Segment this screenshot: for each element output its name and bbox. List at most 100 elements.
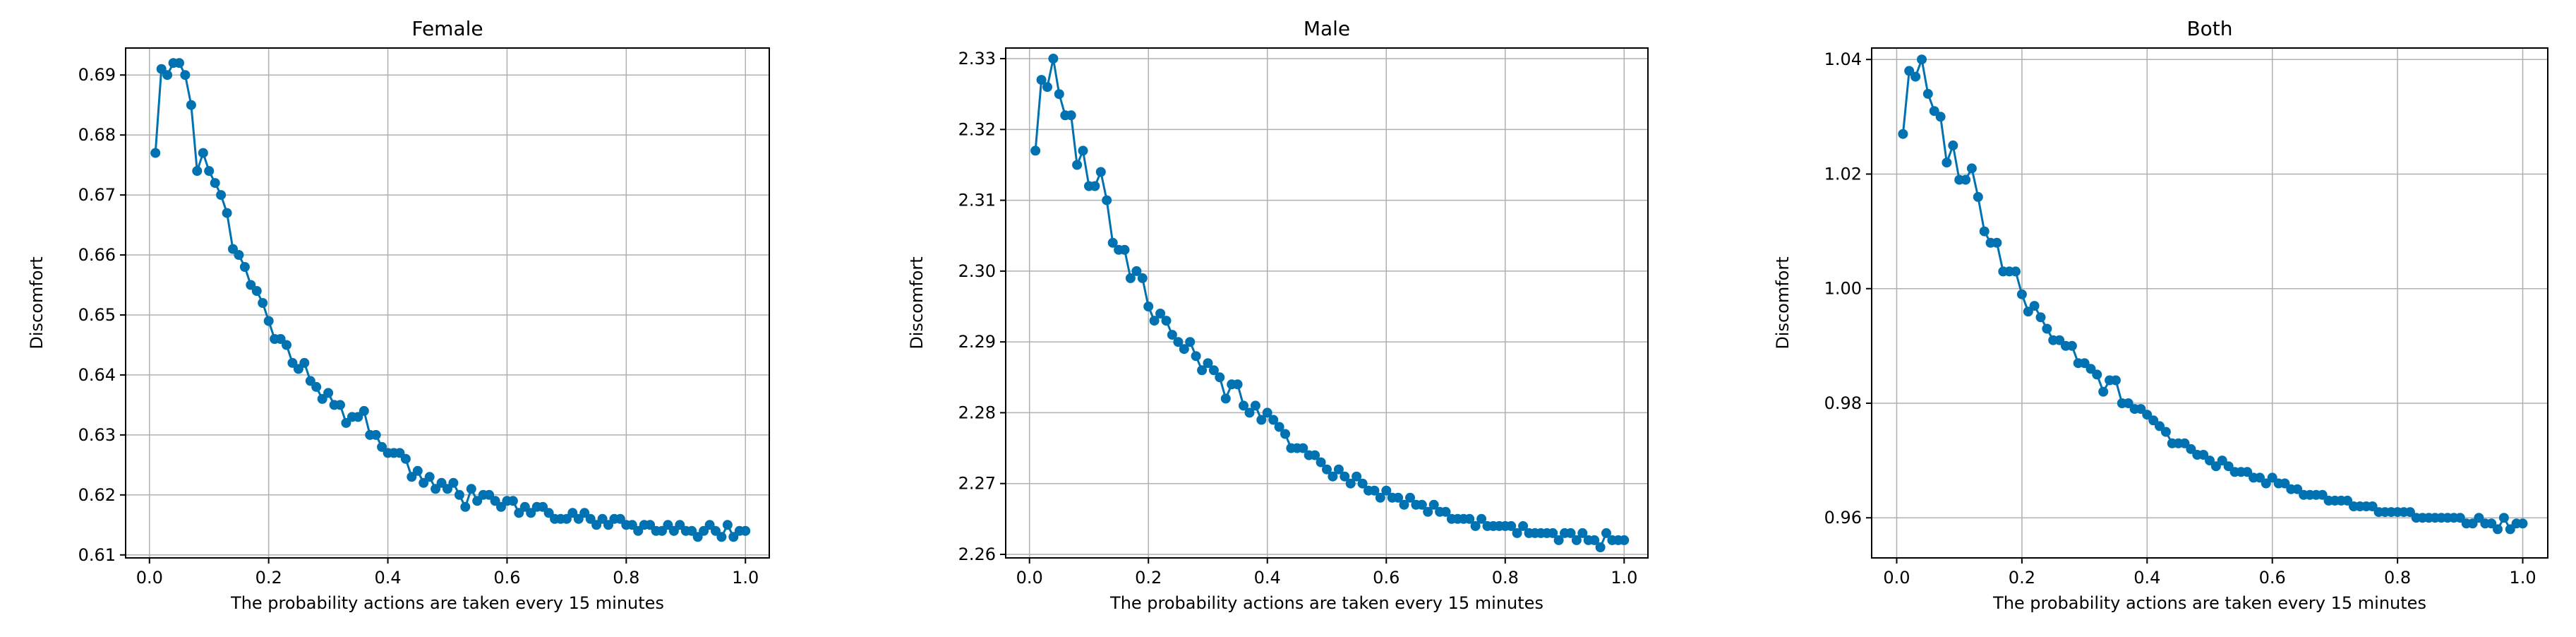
data-point bbox=[2205, 456, 2215, 466]
data-point bbox=[371, 429, 381, 440]
y-tick-label: 0.67 bbox=[78, 185, 116, 205]
data-point bbox=[711, 525, 721, 536]
data-point bbox=[1393, 492, 1404, 503]
data-point bbox=[2023, 306, 2033, 317]
data-point bbox=[454, 489, 464, 500]
x-tick-label: 1.0 bbox=[732, 568, 759, 588]
data-point bbox=[1910, 71, 1921, 82]
data-point bbox=[2223, 461, 2234, 472]
x-tick-label: 0.4 bbox=[1254, 568, 1281, 588]
data-point bbox=[341, 417, 351, 428]
data-point bbox=[1961, 174, 1971, 185]
data-point bbox=[222, 208, 232, 218]
data-point bbox=[1072, 160, 1083, 170]
data-point bbox=[1244, 407, 1255, 418]
y-tick-label: 2.32 bbox=[958, 119, 996, 139]
data-point bbox=[1595, 542, 1606, 552]
data-point bbox=[1601, 528, 1611, 538]
chart-title: Male bbox=[1304, 17, 1350, 40]
data-point bbox=[323, 388, 334, 398]
data-point bbox=[1215, 372, 1225, 383]
y-tick-label: 2.28 bbox=[958, 403, 996, 422]
data-point bbox=[2261, 478, 2271, 489]
data-point bbox=[1416, 499, 1427, 510]
data-point bbox=[1357, 478, 1368, 489]
data-point bbox=[412, 465, 423, 476]
data-point bbox=[2280, 478, 2290, 489]
data-point bbox=[400, 453, 411, 464]
data-point bbox=[2292, 484, 2303, 494]
data-point bbox=[1310, 450, 1320, 460]
data-point bbox=[210, 178, 220, 189]
data-point bbox=[335, 400, 345, 410]
data-point bbox=[603, 520, 613, 530]
data-point bbox=[1904, 66, 1915, 76]
y-tick-label: 2.33 bbox=[958, 49, 996, 69]
data-point bbox=[1399, 499, 1409, 510]
data-point bbox=[180, 70, 191, 81]
data-point bbox=[1107, 237, 1118, 248]
data-point bbox=[579, 508, 590, 518]
data-point bbox=[1948, 140, 1958, 150]
data-point bbox=[2486, 518, 2497, 529]
data-point bbox=[305, 376, 315, 386]
data-point bbox=[472, 496, 483, 506]
data-point bbox=[2142, 410, 2153, 420]
plot-frame bbox=[125, 47, 770, 559]
data-point bbox=[2255, 472, 2265, 483]
data-point bbox=[443, 484, 452, 494]
x-tick-label: 0.8 bbox=[613, 568, 639, 588]
data-point bbox=[1137, 273, 1148, 283]
data-point bbox=[1518, 520, 1529, 531]
data-point bbox=[1917, 54, 1927, 65]
data-point bbox=[1131, 266, 1142, 276]
data-point bbox=[675, 520, 685, 530]
data-point bbox=[1571, 535, 1582, 545]
data-point bbox=[1173, 337, 1184, 347]
data-point bbox=[293, 364, 303, 374]
y-tick-label: 0.61 bbox=[78, 545, 116, 565]
data-point bbox=[1268, 415, 1279, 425]
data-point bbox=[275, 334, 286, 344]
data-point bbox=[174, 58, 184, 69]
data-point bbox=[1464, 513, 1475, 524]
data-point bbox=[1203, 358, 1213, 369]
data-point bbox=[198, 148, 208, 158]
data-point bbox=[692, 532, 703, 542]
data-point bbox=[1423, 506, 1433, 517]
data-point bbox=[657, 525, 667, 536]
x-tick-label: 0.0 bbox=[1883, 568, 1910, 588]
x-tick-label: 0.6 bbox=[1373, 568, 1400, 588]
data-point bbox=[526, 508, 536, 518]
data-point bbox=[282, 340, 291, 350]
data-point bbox=[1149, 316, 1160, 326]
data-point bbox=[1512, 528, 1522, 538]
data-point bbox=[1922, 88, 1933, 99]
data-point bbox=[538, 501, 548, 512]
y-tick-label: 2.29 bbox=[958, 332, 996, 352]
data-point bbox=[1262, 407, 1272, 418]
y-tick-label: 0.68 bbox=[78, 125, 116, 145]
data-point bbox=[239, 262, 250, 272]
data-point bbox=[1119, 244, 1130, 255]
chart-panel-both: 0.0 0.2 0.4 0.6 0.8 1.0 0.96 0.98 1.00 1.02 1.04 Bo… bbox=[1773, 17, 2548, 613]
x-tick-label: 1.0 bbox=[1611, 568, 1637, 588]
data-point bbox=[2517, 518, 2528, 529]
data-point bbox=[1167, 330, 1177, 340]
x-tick-label: 0.2 bbox=[255, 568, 282, 588]
data-point bbox=[2267, 472, 2277, 483]
data-point bbox=[740, 525, 751, 536]
data-point bbox=[258, 298, 268, 308]
data-point bbox=[2079, 358, 2090, 369]
data-point bbox=[460, 501, 471, 512]
data-point bbox=[1036, 75, 1047, 85]
data-point bbox=[722, 520, 733, 530]
data-point bbox=[1328, 471, 1338, 482]
data-point bbox=[1239, 400, 1248, 411]
x-tick-label: 0.0 bbox=[136, 568, 163, 588]
data-point bbox=[2467, 518, 2478, 529]
data-point bbox=[2110, 375, 2121, 386]
data-point bbox=[2066, 340, 2077, 351]
data-point bbox=[1440, 506, 1451, 517]
data-point bbox=[2455, 513, 2465, 523]
